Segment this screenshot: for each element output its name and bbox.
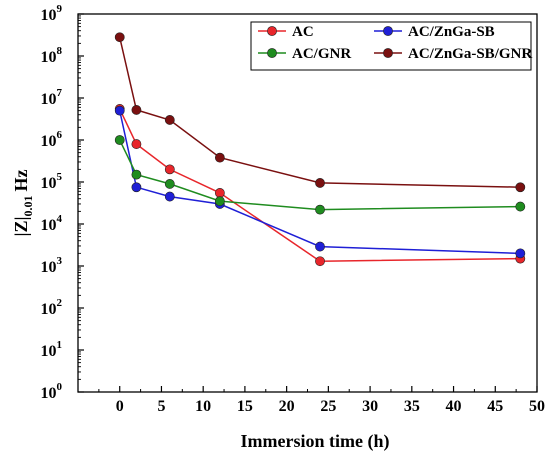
data-point — [114, 105, 125, 116]
x-tick-label: 40 — [446, 398, 462, 415]
x-tick-label: 5 — [157, 398, 165, 415]
data-point — [114, 135, 125, 145]
x-tick-label: 20 — [279, 398, 295, 415]
series-ac-gnr — [114, 135, 526, 215]
y-axis-title: |Z|0.01 Hz — [11, 170, 35, 237]
y-axis-title-unit: Hz — [11, 170, 31, 192]
legend-marker — [267, 26, 277, 36]
y-tick-label: 103 — [41, 255, 63, 276]
y-tick-label: 101 — [41, 339, 63, 360]
data-point — [315, 241, 325, 252]
legend-item: AC — [258, 24, 314, 40]
x-tick-label: 15 — [237, 398, 253, 415]
legend-item: AC/GNR — [258, 46, 351, 62]
data-point — [131, 105, 142, 115]
x-tick-label: 25 — [320, 398, 336, 415]
y-axis-title-subscript: 0.01 — [21, 196, 35, 217]
x-tick-label: 10 — [195, 398, 211, 415]
data-point — [131, 169, 142, 180]
x-tick-label: 0 — [116, 398, 124, 415]
legend-label: AC/ZnGa-SB/GNR — [408, 46, 532, 62]
data-point — [114, 32, 125, 43]
data-point — [315, 256, 325, 267]
legend-marker — [383, 26, 393, 36]
data-point — [131, 182, 142, 193]
x-axis-title: Immersion time (h) — [241, 431, 390, 452]
axis-ticks: 0 5 10 15 20 25 30 35 40 45 50 100 101 102 103 104 105 10… — [41, 3, 546, 415]
x-tick-label: 45 — [487, 398, 503, 415]
data-point — [515, 248, 526, 259]
y-tick-label: 100 — [41, 381, 63, 402]
legend-label: AC — [292, 24, 314, 40]
y-tick-label: 107 — [41, 87, 63, 108]
series-ac-znga-sb-gnr — [114, 32, 526, 193]
legend-marker — [383, 48, 393, 58]
data-point — [164, 179, 175, 189]
legend-label: AC/ZnGa-SB — [408, 24, 495, 40]
series-line — [119, 108, 521, 262]
x-tick-label: 50 — [529, 398, 545, 415]
y-tick-label: 106 — [41, 129, 63, 150]
plot-area — [77, 13, 538, 393]
y-tick-label: 102 — [41, 297, 63, 318]
y-tick-label: 109 — [41, 3, 63, 24]
y-axis-title-main: |Z| — [11, 217, 31, 237]
data-point — [315, 204, 325, 215]
series-line — [119, 139, 521, 211]
data-point — [131, 139, 142, 149]
legend-item: AC/ZnGa-SB/GNR — [374, 46, 532, 62]
series-layer — [114, 32, 526, 267]
data-point — [214, 188, 225, 198]
x-tick-label: 30 — [362, 398, 378, 415]
legend: AC AC/ZnGa-SB AC/GNR AC/ZnGa-SB/GNR — [250, 21, 532, 71]
series-line — [118, 37, 521, 188]
x-tick-label: 35 — [404, 398, 420, 415]
data-point — [164, 115, 175, 125]
y-tick-label: 108 — [41, 45, 63, 66]
data-point — [315, 178, 325, 188]
data-point — [164, 164, 175, 175]
y-tick-label: 104 — [41, 213, 63, 234]
y-tick-label: 105 — [41, 171, 63, 192]
data-point — [164, 191, 175, 202]
data-point — [214, 196, 225, 207]
data-point — [214, 152, 225, 163]
data-point — [515, 182, 526, 193]
data-point — [515, 201, 526, 212]
legend-marker — [267, 48, 277, 58]
legend-item: AC/ZnGa-SB — [374, 24, 495, 40]
legend-label: AC/GNR — [292, 46, 351, 62]
